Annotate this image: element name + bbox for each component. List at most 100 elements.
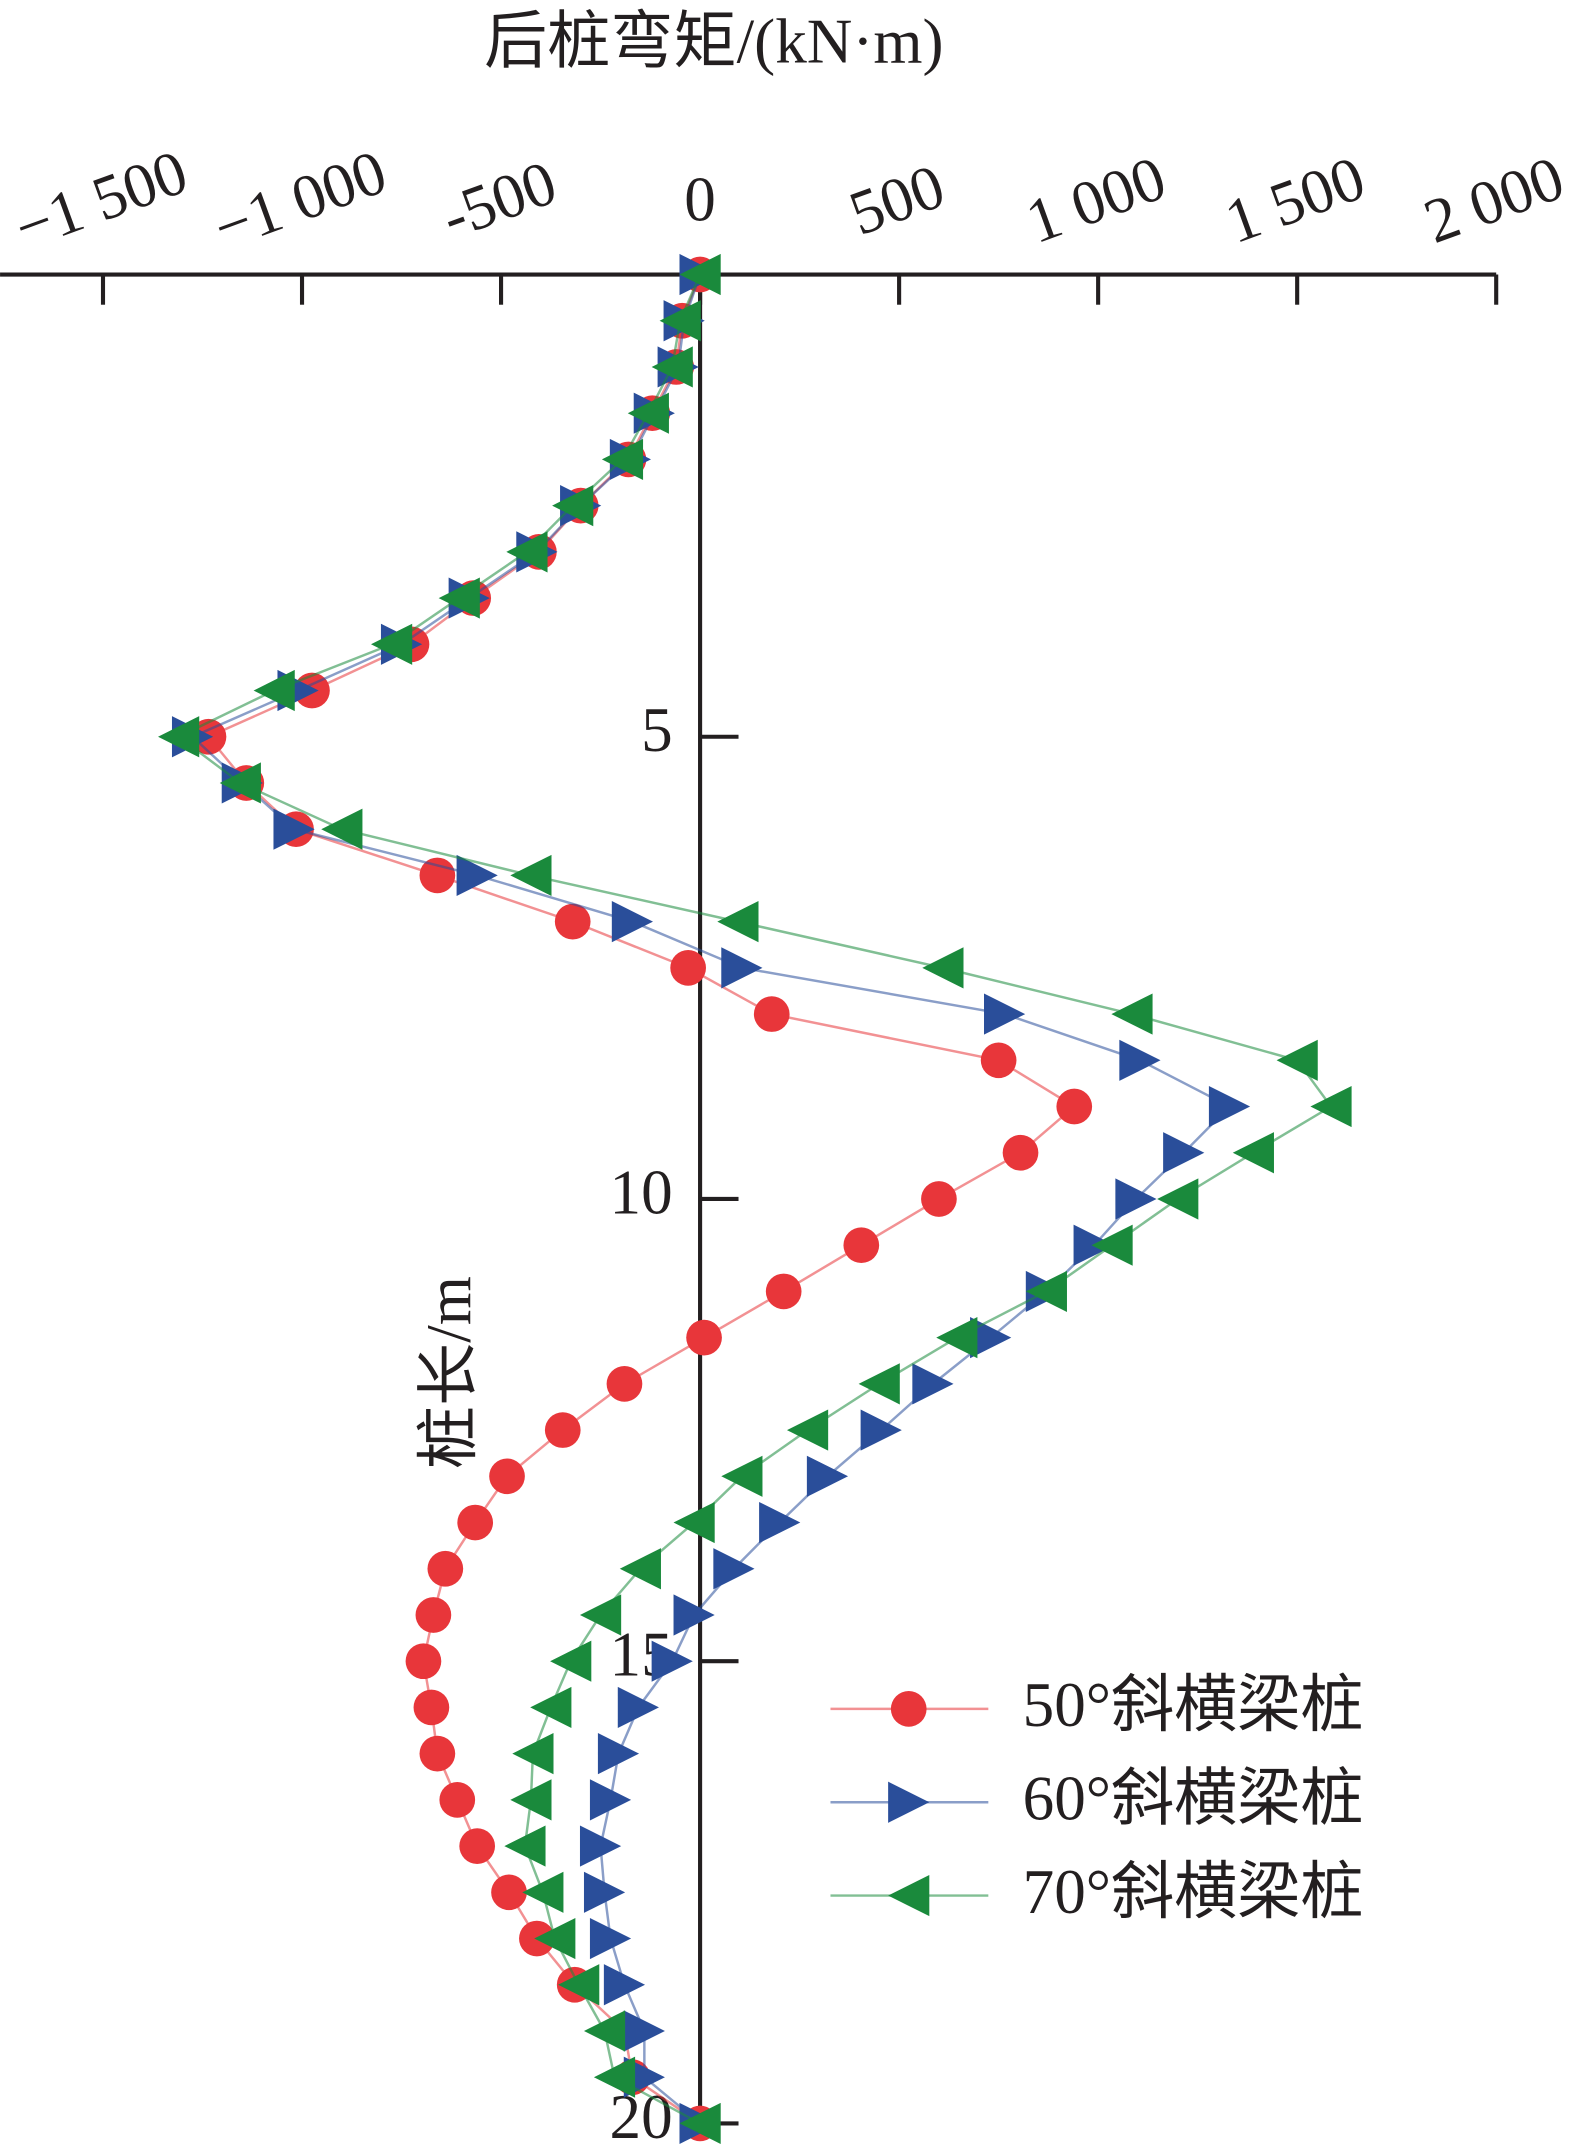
- marker: [589, 1779, 632, 1821]
- marker: [603, 1964, 646, 2006]
- y-tick-label: 10: [610, 1157, 673, 1227]
- legend-label: 60°斜横梁桩: [1023, 1763, 1364, 1833]
- marker: [936, 1317, 978, 1359]
- marker: [457, 1504, 494, 1541]
- marker: [1157, 1178, 1199, 1220]
- marker: [589, 1917, 632, 1960]
- marker: [253, 669, 295, 712]
- marker: [491, 1874, 527, 1911]
- marker: [439, 1782, 476, 1818]
- marker: [1091, 1224, 1133, 1266]
- marker: [617, 1686, 659, 1729]
- marker: [321, 808, 363, 850]
- marker: [593, 2056, 636, 2098]
- marker: [583, 1871, 626, 1913]
- y-axis-title: 桩长/m: [414, 1276, 484, 1469]
- marker: [427, 1550, 464, 1587]
- marker: [912, 1363, 954, 1405]
- marker: [1276, 1039, 1318, 1081]
- marker: [504, 1825, 546, 1867]
- marker: [806, 1455, 849, 1497]
- marker: [980, 1042, 1017, 1079]
- marker: [858, 1363, 900, 1405]
- marker: [659, 300, 701, 342]
- x-tick-label: 2 000: [1415, 143, 1569, 257]
- marker: [627, 392, 669, 434]
- x-tick-label: -500: [432, 147, 565, 252]
- marker: [550, 1640, 592, 1682]
- marker: [554, 903, 591, 940]
- marker: [371, 623, 413, 665]
- marker: [552, 485, 594, 527]
- marker: [579, 1594, 622, 1636]
- marker: [1111, 993, 1153, 1035]
- marker: [1119, 1039, 1161, 1081]
- x-tick-label: 1 500: [1216, 143, 1373, 257]
- marker: [522, 1871, 564, 1913]
- marker: [1056, 1088, 1093, 1125]
- marker: [405, 1643, 442, 1680]
- marker: [753, 996, 790, 1032]
- x-tick-label: −1 500: [5, 137, 196, 264]
- marker: [721, 947, 763, 989]
- marker: [489, 1458, 525, 1495]
- marker: [558, 1964, 600, 2006]
- marker: [623, 2010, 665, 2052]
- marker: [673, 1594, 715, 1636]
- y-tick-label: 5: [641, 695, 673, 765]
- marker: [158, 716, 200, 758]
- x-axis-title: 后桩弯矩/(kN·m): [484, 7, 943, 77]
- marker: [583, 2010, 626, 2052]
- x-tick-label: 1 000: [1017, 143, 1174, 257]
- marker: [597, 1733, 640, 1775]
- marker: [721, 1455, 763, 1497]
- marker: [765, 1273, 802, 1310]
- marker: [506, 531, 548, 573]
- marker: [921, 1181, 957, 1217]
- marker: [1002, 1134, 1039, 1171]
- marker: [459, 1828, 496, 1864]
- marker: [579, 1825, 622, 1867]
- x-tick-label: 0: [684, 164, 716, 234]
- marker: [619, 1548, 661, 1590]
- marker: [510, 1779, 552, 1821]
- marker: [651, 346, 693, 388]
- x-tick-label: 500: [840, 151, 953, 249]
- marker: [679, 253, 721, 296]
- marker: [888, 1874, 930, 1917]
- marker: [1163, 1132, 1205, 1174]
- marker: [890, 1691, 927, 1727]
- marker: [413, 1689, 450, 1726]
- marker: [670, 950, 706, 986]
- marker: [510, 854, 552, 897]
- marker: [530, 1686, 572, 1729]
- marker: [651, 1640, 693, 1682]
- marker: [534, 1917, 576, 1960]
- marker: [606, 1366, 643, 1402]
- marker: [679, 2102, 721, 2145]
- marker: [419, 1735, 456, 1772]
- marker: [717, 901, 759, 943]
- marker: [673, 1501, 715, 1544]
- marker: [1025, 1270, 1067, 1313]
- marker: [686, 1319, 722, 1356]
- y-tick-label: 20: [610, 2082, 673, 2152]
- marker: [984, 993, 1026, 1035]
- marker: [888, 1781, 930, 1823]
- marker: [219, 762, 261, 804]
- marker: [415, 1597, 452, 1633]
- marker: [1115, 1178, 1157, 1220]
- marker: [438, 577, 480, 619]
- legend-label: 70°斜横梁桩: [1023, 1857, 1364, 1927]
- marker: [601, 438, 644, 481]
- marker: [512, 1733, 554, 1775]
- marker: [1232, 1132, 1274, 1174]
- marker: [786, 1409, 829, 1451]
- marker: [1310, 1085, 1352, 1128]
- marker: [1208, 1085, 1251, 1128]
- marker: [759, 1501, 801, 1544]
- marker: [456, 854, 498, 897]
- marker: [970, 1317, 1012, 1359]
